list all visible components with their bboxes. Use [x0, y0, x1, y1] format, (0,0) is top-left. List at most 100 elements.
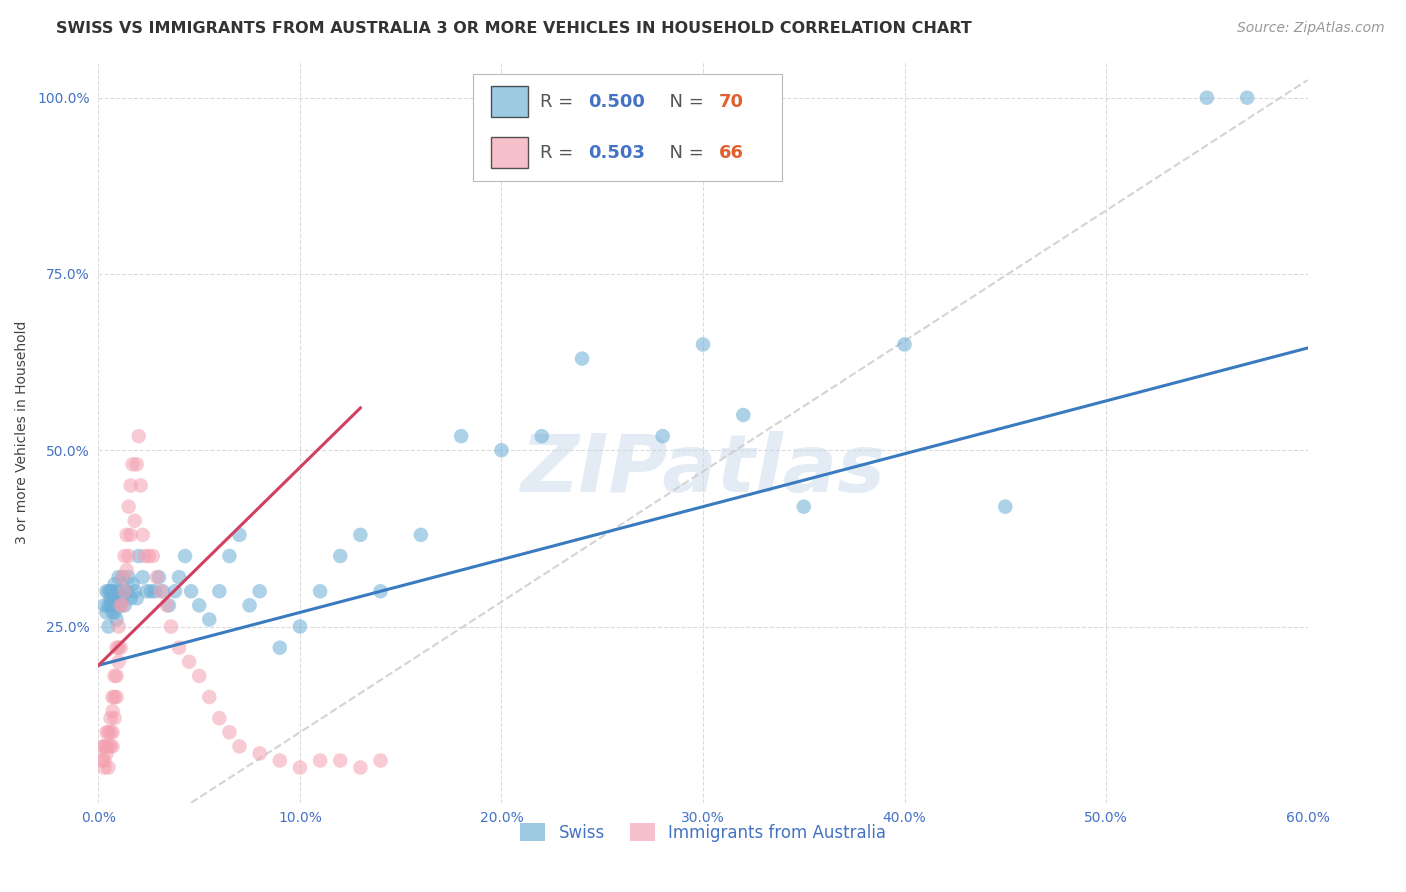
Point [121, 577, 143, 591]
Text: 66: 66 [718, 144, 744, 161]
Point [103, 711, 125, 725]
Point [105, 599, 128, 613]
Point [105, 612, 128, 626]
Point [96, 739, 118, 754]
Point [651, 429, 673, 443]
Point [309, 754, 332, 768]
Point [269, 754, 291, 768]
Text: SWISS VS IMMIGRANTS FROM AUSTRALIA 3 OR MORE VEHICLES IN HOUSEHOLD CORRELATION C: SWISS VS IMMIGRANTS FROM AUSTRALIA 3 OR … [56, 21, 972, 36]
Point [148, 570, 170, 584]
Point [114, 584, 136, 599]
Point [198, 690, 221, 704]
Point [101, 725, 124, 739]
Point [105, 640, 128, 655]
Point [110, 599, 132, 613]
Text: ZIPatlas: ZIPatlas [520, 431, 886, 508]
Point [128, 549, 150, 563]
Point [329, 754, 352, 768]
Text: 70: 70 [718, 93, 744, 111]
Point [239, 599, 262, 613]
Point [107, 655, 129, 669]
Point [97, 619, 120, 633]
Point [107, 640, 129, 655]
Point [249, 584, 271, 599]
Point [179, 655, 201, 669]
Point [139, 584, 162, 599]
Point [97, 584, 120, 599]
Point [208, 711, 231, 725]
Point [125, 458, 148, 472]
Point [111, 570, 134, 584]
Point [91, 739, 114, 754]
Point [138, 549, 160, 563]
Point [349, 528, 371, 542]
Point [101, 739, 124, 754]
Point [269, 640, 291, 655]
Point [160, 619, 183, 633]
Point [228, 528, 250, 542]
Point [97, 725, 120, 739]
Point [107, 619, 129, 633]
Point [100, 739, 122, 754]
Point [103, 669, 125, 683]
Point [115, 528, 138, 542]
Text: R =: R = [540, 93, 579, 111]
Point [134, 549, 156, 563]
Point [132, 570, 155, 584]
Point [97, 599, 120, 613]
Point [114, 599, 136, 613]
Point [120, 591, 142, 606]
Point [128, 429, 150, 443]
Point [114, 549, 136, 563]
Point [329, 549, 352, 563]
Point [93, 599, 115, 613]
FancyBboxPatch shape [474, 73, 782, 181]
FancyBboxPatch shape [492, 87, 527, 117]
Point [105, 584, 128, 599]
Point [103, 690, 125, 704]
Text: N =: N = [658, 93, 710, 111]
Point [118, 549, 141, 563]
Point [152, 584, 174, 599]
Text: R =: R = [540, 144, 579, 161]
Point [309, 584, 332, 599]
Point [105, 669, 128, 683]
Point [97, 739, 120, 754]
Point [124, 514, 146, 528]
Point [135, 584, 157, 599]
Point [101, 599, 124, 613]
Point [149, 584, 172, 599]
Point [96, 584, 118, 599]
Point [115, 584, 138, 599]
Point [370, 584, 392, 599]
Point [157, 599, 180, 613]
Point [125, 591, 148, 606]
Point [249, 747, 271, 761]
Point [288, 619, 311, 633]
Point [370, 754, 392, 768]
Point [198, 612, 221, 626]
Point [793, 500, 815, 514]
Point [105, 690, 128, 704]
Point [156, 599, 179, 613]
Point [96, 606, 118, 620]
Point [188, 669, 211, 683]
Legend: Swiss, Immigrants from Australia: Swiss, Immigrants from Australia [512, 815, 894, 850]
Text: 0.500: 0.500 [588, 93, 645, 111]
Point [163, 584, 186, 599]
Point [100, 725, 122, 739]
Point [100, 591, 122, 606]
Point [733, 408, 755, 422]
Point [101, 606, 124, 620]
Point [110, 599, 132, 613]
Point [101, 584, 124, 599]
Point [228, 739, 250, 754]
Point [101, 690, 124, 704]
Point [96, 747, 118, 761]
Point [167, 570, 190, 584]
Point [107, 570, 129, 584]
Point [146, 570, 169, 584]
Point [111, 591, 134, 606]
Point [107, 599, 129, 613]
Point [143, 584, 166, 599]
